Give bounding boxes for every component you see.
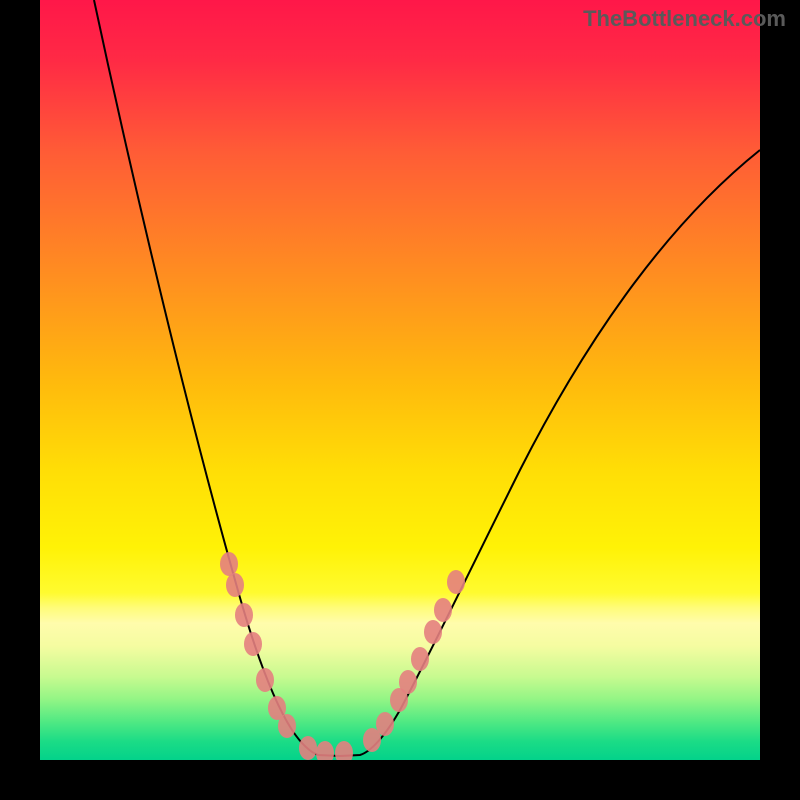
right-curve xyxy=(340,150,760,756)
data-marker xyxy=(424,620,442,644)
data-marker xyxy=(226,573,244,597)
data-marker xyxy=(434,598,452,622)
data-marker xyxy=(335,741,353,760)
data-marker xyxy=(235,603,253,627)
data-marker xyxy=(278,714,296,738)
data-marker xyxy=(244,632,262,656)
data-marker xyxy=(447,570,465,594)
curve-layer xyxy=(40,0,760,760)
markers xyxy=(220,552,465,760)
plot-area xyxy=(40,0,760,760)
data-marker xyxy=(411,647,429,671)
data-marker xyxy=(316,741,334,760)
data-marker xyxy=(376,712,394,736)
left-curve xyxy=(94,0,340,756)
data-marker xyxy=(299,736,317,760)
watermark-text: TheBottleneck.com xyxy=(583,6,786,32)
data-marker xyxy=(256,668,274,692)
chart-container: TheBottleneck.com xyxy=(0,0,800,800)
data-marker xyxy=(399,670,417,694)
data-marker xyxy=(220,552,238,576)
